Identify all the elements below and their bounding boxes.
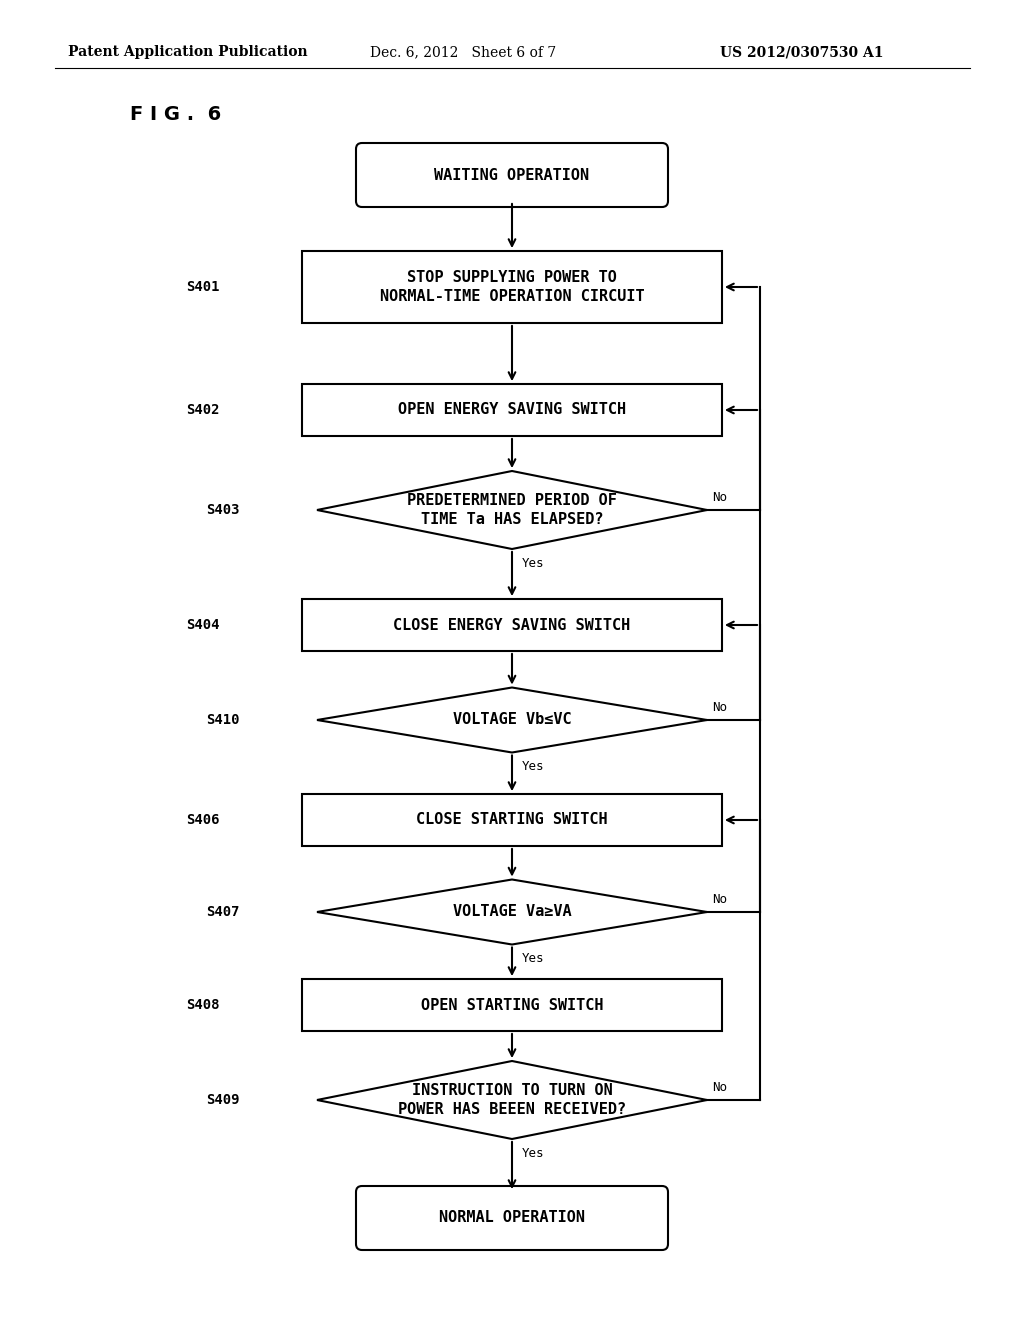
Bar [302,599,722,651]
Polygon shape [317,879,707,945]
Text: S406: S406 [186,813,220,828]
Text: VOLTAGE Vb≤VC: VOLTAGE Vb≤VC [453,713,571,727]
Polygon shape [317,471,707,549]
Text: Yes: Yes [522,953,545,965]
Text: F I G .  6: F I G . 6 [130,106,221,124]
Bar [302,795,722,846]
Text: CLOSE ENERGY SAVING SWITCH: CLOSE ENERGY SAVING SWITCH [393,618,631,632]
Text: No: No [712,1081,727,1094]
FancyBboxPatch shape [356,143,668,207]
Text: STOP SUPPLYING POWER TO
NORMAL-TIME OPERATION CIRCUIT: STOP SUPPLYING POWER TO NORMAL-TIME OPER… [380,271,644,304]
Polygon shape [317,1061,707,1139]
Polygon shape [317,688,707,752]
Text: Dec. 6, 2012   Sheet 6 of 7: Dec. 6, 2012 Sheet 6 of 7 [370,45,556,59]
Text: No: No [712,701,727,714]
Text: OPEN ENERGY SAVING SWITCH: OPEN ENERGY SAVING SWITCH [398,403,626,417]
Text: US 2012/0307530 A1: US 2012/0307530 A1 [720,45,884,59]
Text: S404: S404 [186,618,220,632]
FancyBboxPatch shape [356,1185,668,1250]
Text: Patent Application Publication: Patent Application Publication [68,45,307,59]
Text: S401: S401 [186,280,220,294]
Text: S403: S403 [207,503,240,517]
Text: Yes: Yes [522,760,545,774]
Bar [302,384,722,436]
Text: No: No [712,894,727,906]
Text: NORMAL OPERATION: NORMAL OPERATION [439,1210,585,1225]
Text: VOLTAGE Va≥VA: VOLTAGE Va≥VA [453,904,571,920]
Text: S410: S410 [207,713,240,727]
Text: CLOSE STARTING SWITCH: CLOSE STARTING SWITCH [416,813,608,828]
Text: S407: S407 [207,906,240,919]
Bar [302,979,722,1031]
Text: INSTRUCTION TO TURN ON
POWER HAS BEEEN RECEIVED?: INSTRUCTION TO TURN ON POWER HAS BEEEN R… [398,1084,626,1117]
Text: OPEN STARTING SWITCH: OPEN STARTING SWITCH [421,998,603,1012]
Text: S409: S409 [207,1093,240,1107]
Bar [302,251,722,323]
Text: S402: S402 [186,403,220,417]
Text: Yes: Yes [522,1147,545,1160]
Text: S408: S408 [186,998,220,1012]
Text: Yes: Yes [522,557,545,570]
Text: No: No [712,491,727,504]
Text: WAITING OPERATION: WAITING OPERATION [434,168,590,182]
Text: PREDETERMINED PERIOD OF
TIME Ta HAS ELAPSED?: PREDETERMINED PERIOD OF TIME Ta HAS ELAP… [408,494,616,527]
